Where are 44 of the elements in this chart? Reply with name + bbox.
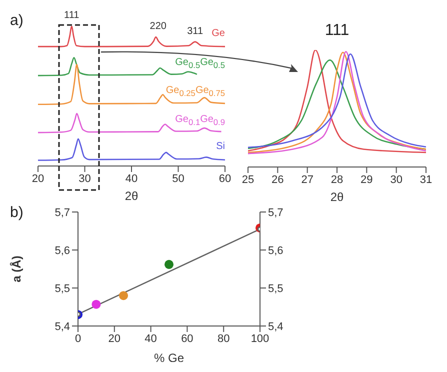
series-label: Ge$_{0.25}$Ge$_{0.75}$ bbox=[166, 85, 225, 98]
x-axis-title: 2θ bbox=[124, 189, 138, 203]
x-tick-label: 0 bbox=[74, 332, 82, 345]
x-tick-label: 60 bbox=[181, 332, 194, 345]
y2-tick-label: 5,7 bbox=[268, 206, 284, 219]
x-tick-label: 30 bbox=[390, 174, 402, 186]
point bbox=[164, 260, 174, 269]
y2-tick-label: 5,5 bbox=[268, 282, 284, 295]
x-tick-label: 60 bbox=[218, 172, 232, 185]
y2-tick-label: 5,6 bbox=[268, 244, 284, 257]
x-tick-label: 50 bbox=[172, 172, 184, 185]
x-tick-label: 20 bbox=[108, 332, 121, 345]
y-tick-label: 5,7 bbox=[54, 206, 70, 219]
x-axis-title: 2θ bbox=[330, 190, 344, 204]
text: b) bbox=[10, 204, 24, 221]
series-label: Si bbox=[216, 141, 225, 152]
annotation: 220 bbox=[148, 21, 168, 32]
x-tick-label: 40 bbox=[144, 332, 157, 345]
y-axis-title: a (Å) bbox=[9, 256, 24, 282]
x-tick-label: 29 bbox=[360, 174, 373, 186]
x-axis-title: % Ge bbox=[154, 351, 184, 365]
y-tick-label: 5,5 bbox=[54, 282, 70, 295]
x-tick-label: 100 bbox=[250, 332, 270, 345]
x-tick-label: 25 bbox=[242, 174, 254, 186]
chart-title: 111 bbox=[324, 22, 350, 40]
x-tick-label: 27 bbox=[301, 174, 314, 186]
y2-tick-label: 5,4 bbox=[268, 320, 284, 333]
point bbox=[92, 300, 101, 309]
x-tick-label: 31 bbox=[420, 174, 432, 186]
text: a) bbox=[10, 12, 24, 29]
annotation: 311 bbox=[186, 26, 204, 37]
x-tick-label: 80 bbox=[217, 332, 230, 345]
x-tick-label: 20 bbox=[32, 172, 44, 185]
series-label: Ge bbox=[212, 28, 225, 39]
y-tick-label: 5,4 bbox=[54, 320, 70, 333]
series-label: Ge$_{0.1}$Ge$_{0.9}$ bbox=[175, 114, 225, 127]
x-tick-label: 30 bbox=[78, 172, 91, 185]
annotation: 111 bbox=[63, 10, 80, 21]
y-tick-label: 5,6 bbox=[54, 244, 70, 257]
point bbox=[118, 291, 128, 300]
x-tick-label: 28 bbox=[330, 174, 344, 186]
x-tick-label: 40 bbox=[125, 172, 138, 185]
series-label: Ge$_{0.5}$Ge$_{0.5}$ bbox=[175, 56, 225, 70]
x-tick-label: 26 bbox=[272, 174, 284, 186]
